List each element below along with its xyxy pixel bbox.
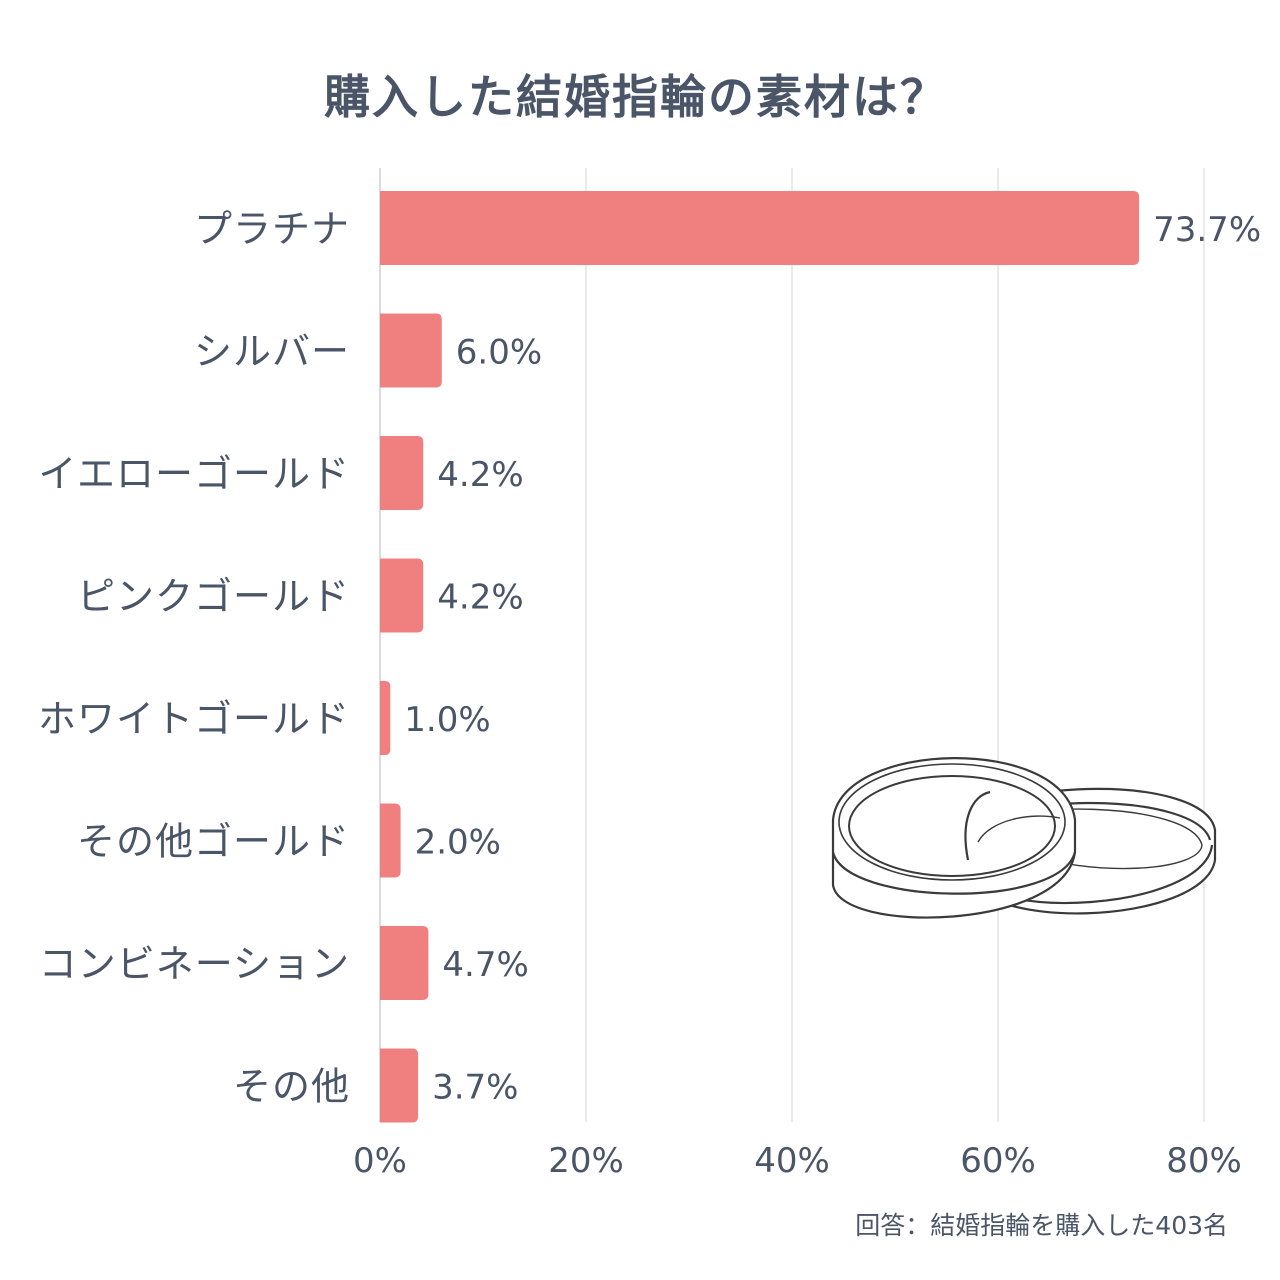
category-label: コンビネーション xyxy=(39,942,350,986)
bar xyxy=(380,681,391,755)
value-label: 1.0% xyxy=(404,700,490,740)
bars xyxy=(380,191,1140,1123)
value-label: 6.0% xyxy=(456,333,542,373)
bar xyxy=(380,926,429,1000)
category-label: その他ゴールド xyxy=(77,820,350,864)
category-labels: プラチナシルバーイエローゴールドピンクゴールドホワイトゴールドその他ゴールドコン… xyxy=(38,207,350,1109)
x-tick-label: 20% xyxy=(548,1141,624,1181)
category-label: その他 xyxy=(233,1065,350,1109)
category-label: シルバー xyxy=(194,330,350,374)
value-label: 3.7% xyxy=(432,1068,518,1108)
respondent-note: 回答：結婚指輪を購入した403名 xyxy=(855,1211,1228,1240)
bar xyxy=(380,558,424,633)
x-tick-label: 40% xyxy=(754,1141,830,1181)
value-label: 4.2% xyxy=(437,455,523,495)
chart-title: 購入した結婚指輪の素材は？ xyxy=(324,70,948,124)
category-label: イエローゴールド xyxy=(38,452,350,496)
bar xyxy=(380,1048,419,1123)
bar xyxy=(380,313,442,388)
bar xyxy=(380,436,424,510)
value-label: 2.0% xyxy=(415,823,501,863)
value-label: 4.7% xyxy=(442,945,528,985)
wedding-rings-icon xyxy=(831,757,1217,919)
category-label: ピンクゴールド xyxy=(77,575,350,619)
value-label: 4.2% xyxy=(437,578,523,618)
x-tick-label: 0% xyxy=(353,1141,407,1181)
category-label: プラチナ xyxy=(194,207,350,251)
x-tick-label: 80% xyxy=(1166,1141,1242,1181)
x-tick-labels: 0% 20% 40% 60% 80% xyxy=(353,1141,1242,1181)
value-labels: 73.7% 6.0% 4.2% 4.2% 1.0% 2.0% 4.7% 3.7% xyxy=(404,210,1261,1108)
bar xyxy=(380,191,1140,265)
bar xyxy=(380,803,401,878)
x-tick-label: 60% xyxy=(960,1141,1036,1181)
value-label: 73.7% xyxy=(1153,210,1261,250)
front-ring xyxy=(831,757,1077,919)
category-label: ホワイトゴールド xyxy=(38,697,350,741)
